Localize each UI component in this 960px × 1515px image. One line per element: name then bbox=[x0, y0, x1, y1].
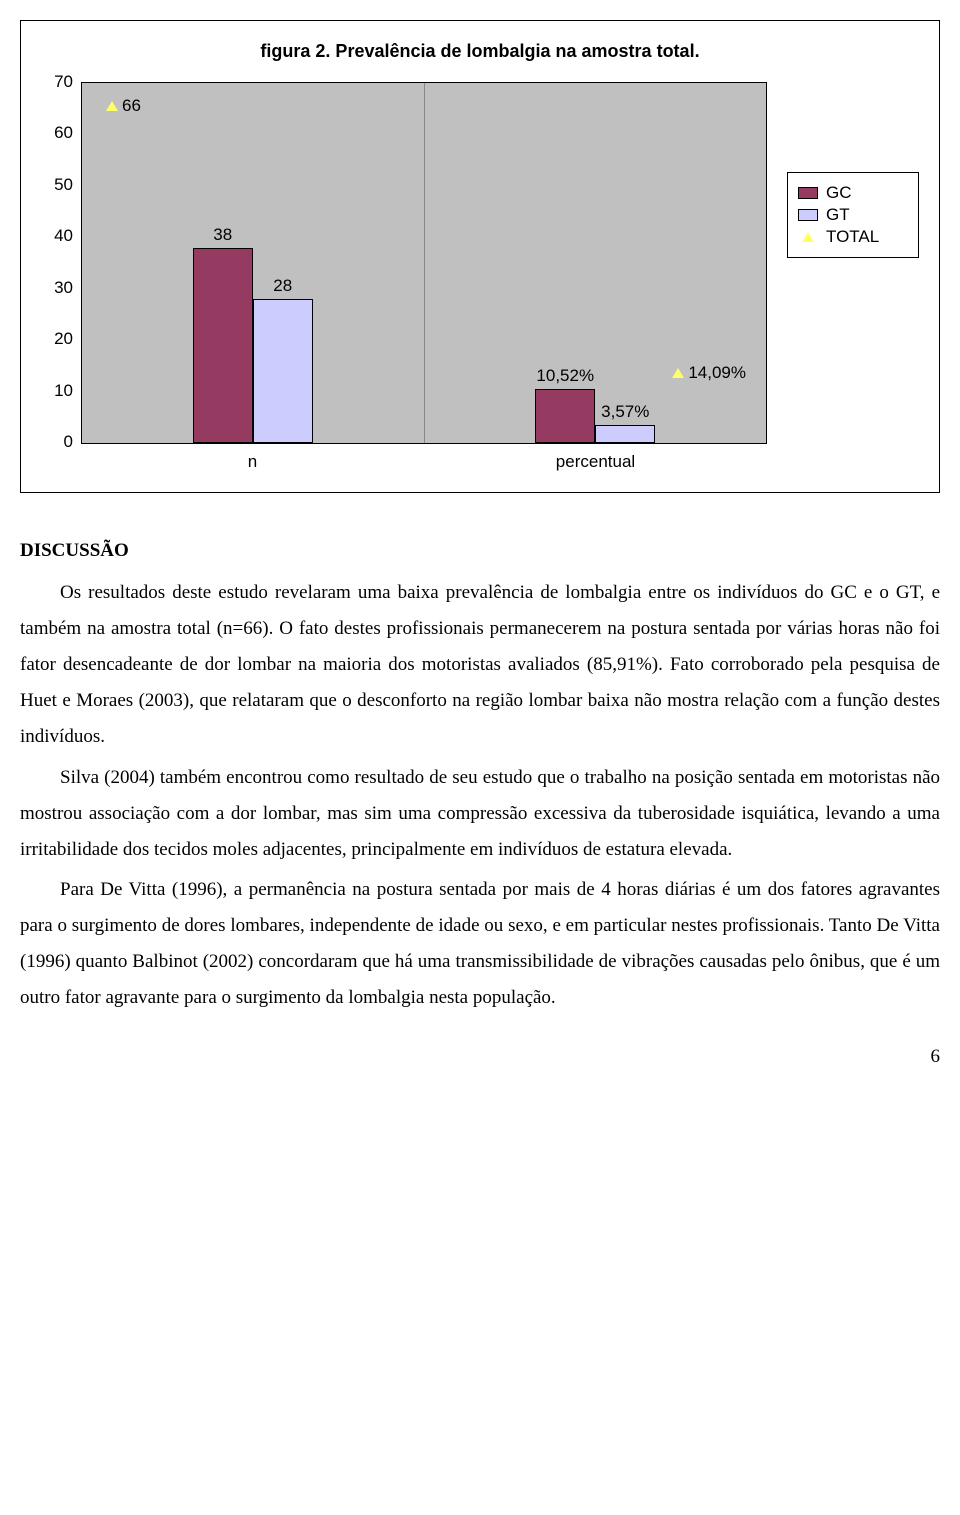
plot-area: 66382814,09%10,52%3,57% bbox=[81, 82, 767, 444]
swatch-gc bbox=[798, 187, 818, 199]
swatch-gt bbox=[798, 209, 818, 221]
triangle-icon bbox=[672, 368, 684, 378]
bar-gt-label: 28 bbox=[273, 276, 292, 296]
y-axis: 010203040506070 bbox=[41, 82, 81, 442]
bar-gc-label: 10,52% bbox=[536, 366, 594, 386]
x-label: n bbox=[81, 444, 424, 472]
paragraph-2: Silva (2004) também encontrou como resul… bbox=[20, 760, 940, 868]
bar-gc: 38 bbox=[193, 248, 253, 443]
x-label: percentual bbox=[424, 444, 767, 472]
triangle-icon bbox=[106, 101, 118, 111]
chart-title: figura 2. Prevalência de lombalgia na am… bbox=[41, 41, 919, 62]
legend-label-gt: GT bbox=[826, 205, 850, 225]
bar-gt-label: 3,57% bbox=[601, 402, 649, 422]
section-heading: DISCUSSÃO bbox=[20, 533, 940, 569]
legend-label-total: TOTAL bbox=[826, 227, 879, 247]
chart-container: figura 2. Prevalência de lombalgia na am… bbox=[20, 20, 940, 493]
total-marker: 14,09% bbox=[672, 363, 746, 383]
legend-item-gc: GC bbox=[798, 183, 908, 203]
legend-item-gt: GT bbox=[798, 205, 908, 225]
bar-gt: 28 bbox=[253, 299, 313, 443]
body-text: DISCUSSÃO Os resultados deste estudo rev… bbox=[20, 533, 940, 1016]
total-marker: 66 bbox=[106, 96, 141, 116]
paragraph-1: Os resultados deste estudo revelaram uma… bbox=[20, 575, 940, 755]
total-label: 14,09% bbox=[688, 363, 746, 383]
category-n: 663828 bbox=[82, 83, 424, 443]
legend-label-gc: GC bbox=[826, 183, 852, 203]
bar-gc-label: 38 bbox=[213, 225, 232, 245]
swatch-total bbox=[798, 231, 818, 243]
page-number: 6 bbox=[20, 1046, 940, 1068]
legend-item-total: TOTAL bbox=[798, 227, 908, 247]
bar-gc: 10,52% bbox=[535, 389, 595, 443]
total-label: 66 bbox=[122, 96, 141, 116]
chart-body: 010203040506070 66382814,09%10,52%3,57% … bbox=[41, 82, 919, 472]
legend: GC GT TOTAL bbox=[787, 172, 919, 258]
bar-gt: 3,57% bbox=[595, 425, 655, 443]
paragraph-3: Para De Vitta (1996), a permanência na p… bbox=[20, 872, 940, 1016]
x-axis-labels: npercentual bbox=[81, 444, 767, 472]
category-percentual: 14,09%10,52%3,57% bbox=[424, 83, 767, 443]
chart-plot-region: 010203040506070 66382814,09%10,52%3,57% … bbox=[41, 82, 767, 472]
